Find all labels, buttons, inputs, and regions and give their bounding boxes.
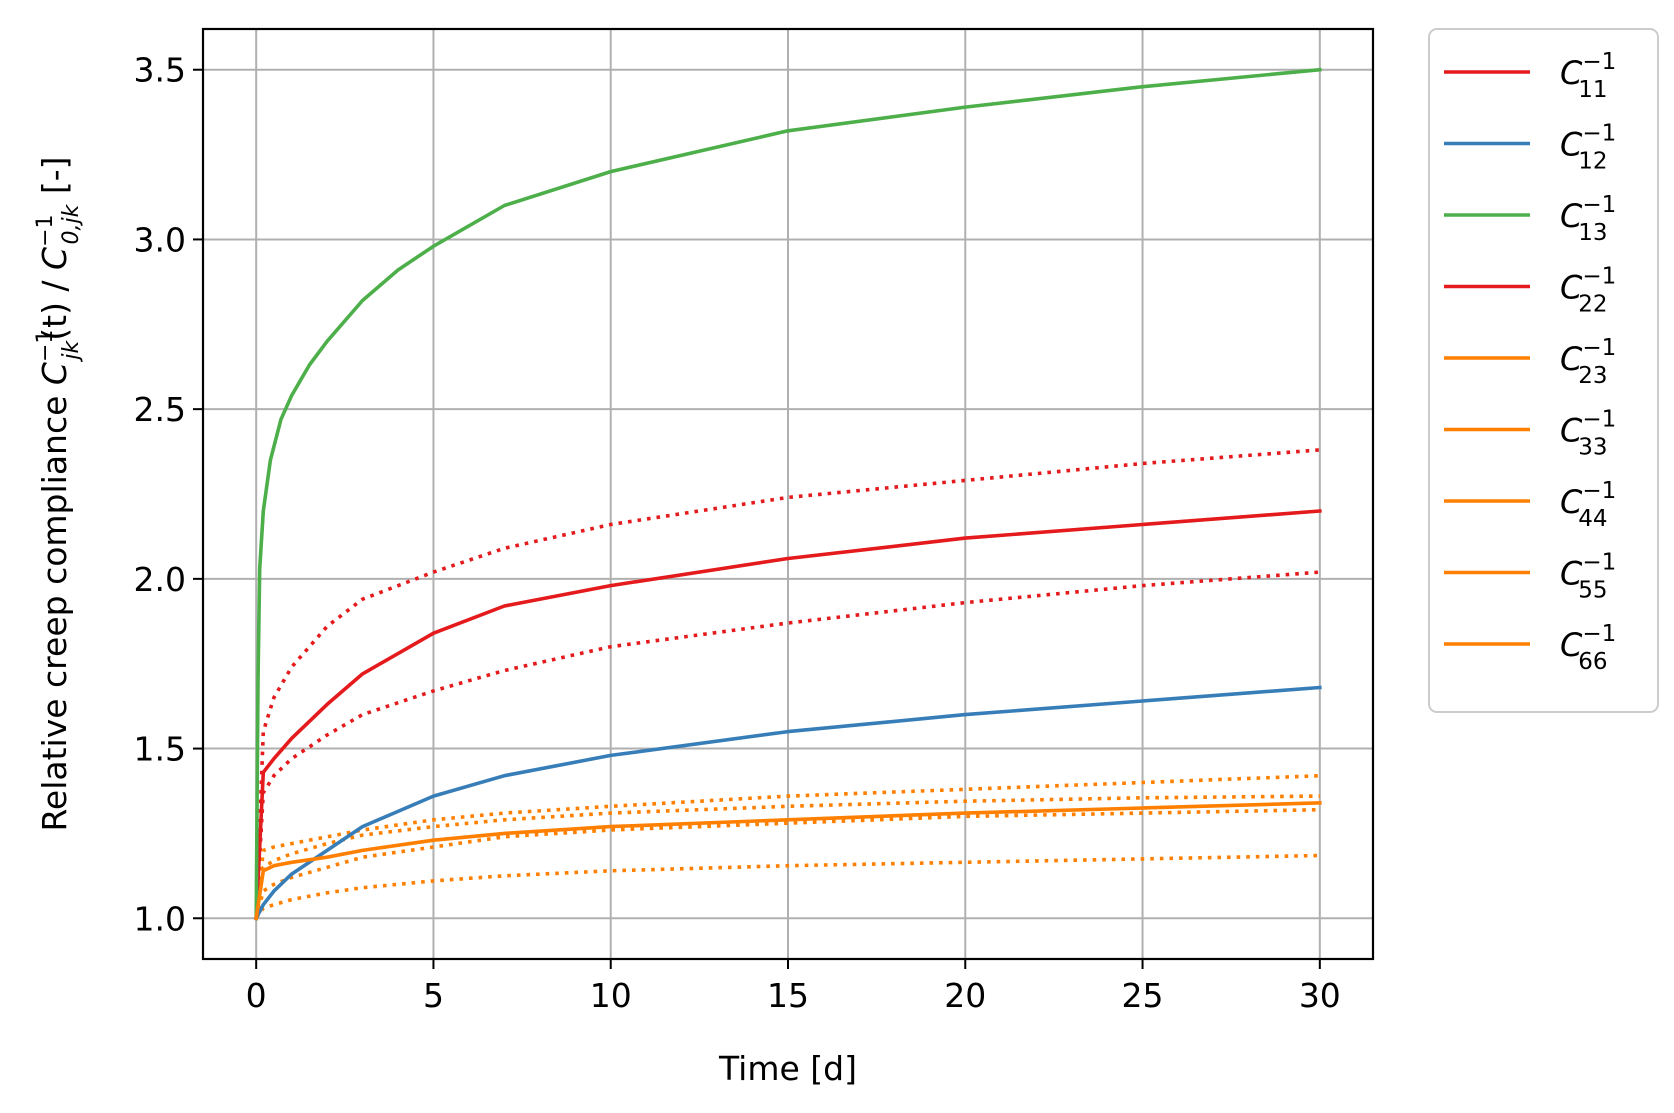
grid xyxy=(203,29,1373,959)
dotted-series-line xyxy=(254,794,1320,919)
y-tick-label: 2.0 xyxy=(134,560,186,599)
dotted-series-line xyxy=(254,853,1320,920)
dotted-series-line xyxy=(254,448,1320,919)
x-axis: 0 5 10 15 20 25 30 xyxy=(246,959,1341,1015)
y-tick-label: 1.5 xyxy=(134,730,186,769)
y-tick-label: 1.0 xyxy=(134,899,186,938)
legend-label: C−1 22 xyxy=(1560,264,1616,318)
legend-label: C−1 66 xyxy=(1560,621,1616,675)
x-tick-label: 25 xyxy=(1122,976,1164,1015)
y-axis-label: Relative creep compliance C−1jk(t) / C−1… xyxy=(33,156,84,831)
legend-label: C−1 11 xyxy=(1560,49,1616,103)
legend-label: C−1 44 xyxy=(1560,478,1616,532)
series-line xyxy=(253,685,1322,921)
legend-frame xyxy=(1428,28,1659,713)
x-tick-label: 15 xyxy=(767,976,809,1015)
y-tick-label: 3.0 xyxy=(134,220,186,259)
x-tick-label: 5 xyxy=(423,976,444,1015)
x-tick-label: 0 xyxy=(246,976,267,1015)
dotted-series-line xyxy=(254,570,1320,919)
dotted-series-line xyxy=(254,773,1320,919)
x-tick-label: 30 xyxy=(1299,976,1341,1015)
legend-label: C−1 23 xyxy=(1560,335,1616,389)
series-line xyxy=(254,801,1322,921)
legend-label: C−1 55 xyxy=(1560,550,1616,604)
y-tick-label: 3.5 xyxy=(134,51,186,90)
y-tick-label: 2.5 xyxy=(134,390,186,429)
series-line xyxy=(254,509,1322,921)
legend-label: C−1 33 xyxy=(1560,407,1616,461)
x-tick-label: 20 xyxy=(944,976,986,1015)
legend: C−1 11 C−1 12 C−1 13 C−1 22 C−1 23 C−1 33 C−1 44 C−1 55… xyxy=(1428,28,1659,713)
legend-label: C−1 13 xyxy=(1560,192,1616,246)
dotted-series-line xyxy=(254,807,1320,919)
x-axis-label: Time [d] xyxy=(718,1049,857,1088)
series-line xyxy=(254,67,1322,921)
legend-label: C−1 12 xyxy=(1560,121,1616,175)
y-axis: 1.0 1.5 2.0 2.5 3.0 3.5 xyxy=(134,51,203,938)
x-tick-label: 10 xyxy=(590,976,632,1015)
plot-lines xyxy=(253,67,1322,921)
